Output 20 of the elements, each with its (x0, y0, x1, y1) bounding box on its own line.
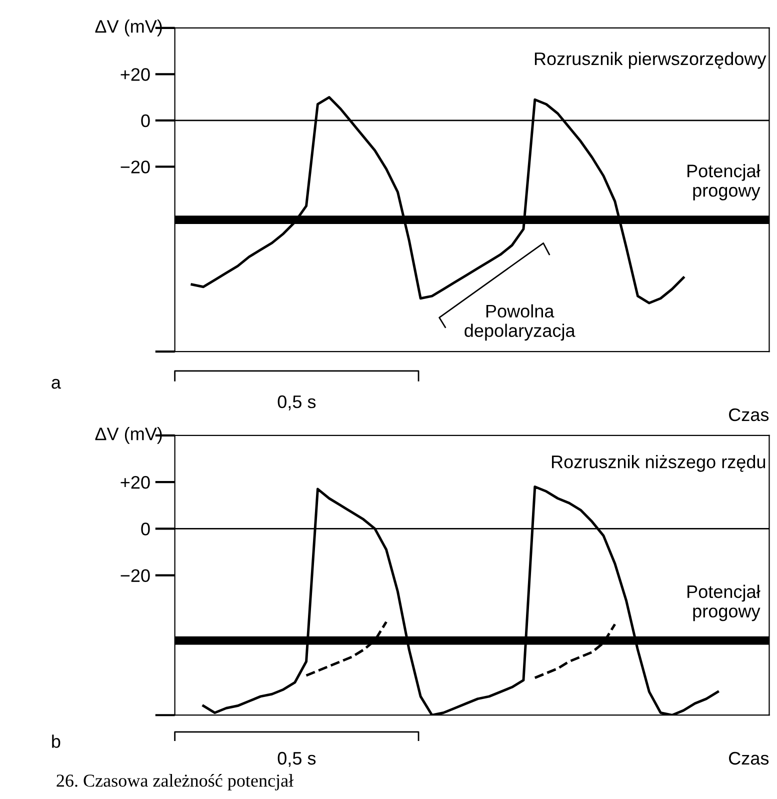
y-tick-label: +20 (120, 476, 150, 489)
y-tick-label: 0 (141, 114, 150, 128)
ref-line-label: Potencjał progowy (688, 164, 760, 200)
text: Rozrusznik niższego rzędu (552, 454, 766, 472)
y-tick-label: 0 (141, 522, 150, 536)
text: 26. Czasowa zależność potencjał (56, 774, 294, 790)
text: a (52, 378, 61, 389)
y-axis-title: ΔV (mV) (95, 427, 162, 444)
ref-line-label: Potencjał progowy (688, 584, 760, 622)
x-axis-title: Czas (729, 752, 769, 765)
text: b (52, 734, 60, 748)
text: Rozrusznik pierwszorzędowy (534, 52, 766, 69)
y-axis-title: ΔV (mV) (95, 20, 162, 36)
y-tick-label: +20 (120, 68, 150, 81)
text: 0,5 s (278, 395, 316, 410)
y-tick-label: −20 (120, 160, 150, 174)
y-tick-label: −20 (120, 569, 150, 582)
text: 0,5 s (278, 752, 316, 767)
annotation: Powolna depolaryzacja (464, 304, 576, 341)
x-axis-title: Czas (729, 408, 769, 422)
